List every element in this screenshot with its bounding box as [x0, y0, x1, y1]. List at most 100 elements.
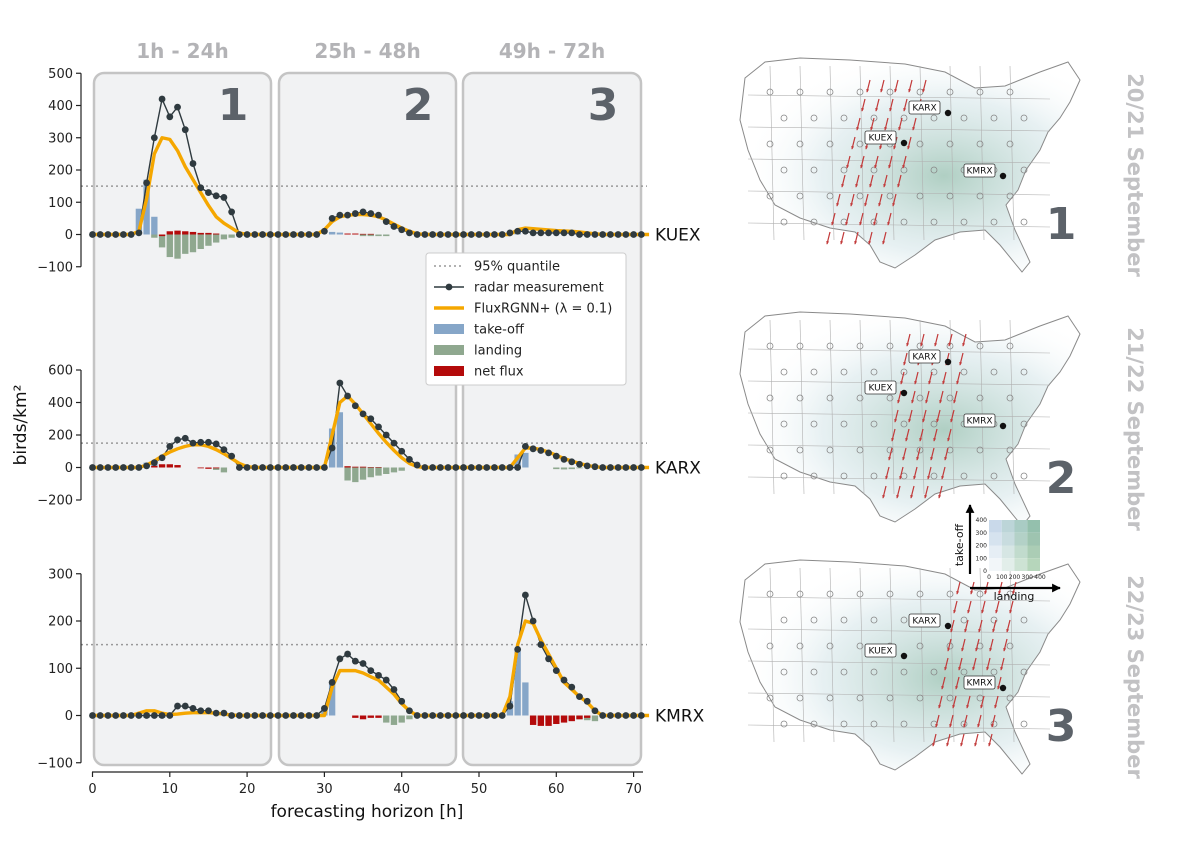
radar-site: [810, 472, 818, 480]
x-tick-label: 60: [548, 782, 565, 797]
radar-site: [1006, 694, 1014, 702]
radar-point: [89, 712, 96, 719]
radar-point: [591, 463, 599, 471]
migration-arrow: [956, 581, 961, 595]
landing-bar: [367, 234, 374, 237]
radar-point: [583, 231, 591, 238]
radar-site: [900, 368, 908, 376]
migration-arrow: [977, 714, 982, 728]
radar-point: [305, 231, 313, 238]
radar-site: [1020, 218, 1028, 226]
radar-point: [89, 231, 96, 238]
radar-point: [282, 712, 290, 719]
colour-legend-cell: [1001, 558, 1015, 571]
netflux-bar: [367, 233, 374, 235]
radar-point: [313, 464, 321, 471]
y-tick-label: 300: [48, 131, 73, 146]
radar-point: [351, 402, 359, 410]
migration-arrow: [906, 333, 911, 347]
y-tick-label: 500: [48, 67, 73, 82]
radar-point: [552, 229, 560, 237]
netflux-bar: [584, 715, 591, 718]
station-tag-kuex: KUEX: [868, 134, 892, 144]
y-tick-label: 100: [48, 662, 73, 677]
y-tick-label: −100: [37, 260, 73, 275]
radar-site: [796, 342, 804, 350]
netflux-bar: [352, 466, 359, 468]
radar-site: [840, 720, 848, 728]
takeoff-bar: [522, 682, 529, 716]
radar-point: [552, 452, 560, 460]
colour-legend-cell: [1027, 545, 1040, 559]
radar-site: [870, 472, 878, 480]
netflux-bar: [197, 232, 204, 235]
y-tick-label: 400: [48, 396, 73, 411]
radar-point: [521, 227, 529, 235]
radar-site: [960, 668, 968, 676]
landing-bar: [158, 234, 166, 248]
radar-site: [840, 616, 848, 624]
map-outline: [739, 559, 1081, 775]
radar-site: [810, 114, 818, 122]
state-border: [747, 222, 1051, 228]
migration-arrow: [953, 390, 958, 404]
migration-arrow: [988, 733, 993, 747]
radar-point: [143, 462, 151, 470]
radar-site: [916, 642, 924, 650]
radar-point: [367, 415, 375, 423]
migration-arrow: [958, 657, 963, 671]
radar-point: [452, 464, 460, 471]
landing-bar: [560, 467, 568, 470]
radar-point: [537, 447, 545, 454]
inset-y-tick: 400: [976, 517, 988, 524]
radar-point: [436, 712, 444, 719]
radar-point: [622, 464, 630, 471]
radar-site: [856, 446, 864, 454]
radar-site: [1006, 192, 1014, 200]
radar-site: [946, 694, 954, 702]
radar-point: [637, 712, 645, 719]
inset-y-tick: 200: [976, 543, 988, 550]
radar-point: [560, 229, 568, 237]
migration-arrow: [846, 155, 851, 169]
radar-point: [212, 709, 220, 717]
radar-point: [436, 464, 444, 471]
migration-arrow: [961, 638, 966, 652]
radar-point: [467, 231, 475, 238]
radar-site: [930, 114, 938, 122]
radar-point: [460, 464, 467, 471]
radar-site: [796, 192, 804, 200]
radar-point: [189, 439, 197, 447]
map-date-3: 22/23 September: [1123, 575, 1147, 779]
radar-point: [158, 712, 166, 719]
migration-arrow: [986, 657, 991, 671]
migration-arrow: [1009, 600, 1014, 614]
radar-site: [780, 616, 788, 624]
station-tag-box: [908, 100, 941, 115]
map-shading: [740, 58, 1080, 272]
radar-site: [976, 140, 984, 148]
map-number-3: 3: [1046, 701, 1077, 752]
radar-point: [150, 134, 158, 142]
migration-arrow: [989, 638, 994, 652]
migration-arrow: [935, 714, 940, 728]
radar-point: [614, 712, 622, 719]
radar-site: [810, 368, 818, 376]
radar-point: [290, 464, 297, 471]
radar-point: [228, 208, 236, 216]
migration-arrow: [885, 466, 890, 480]
radar-site: [916, 140, 924, 148]
migration-arrow: [948, 333, 953, 347]
radar-site: [870, 668, 878, 676]
radar-site: [856, 590, 864, 598]
radar-point: [197, 707, 205, 715]
landing-bar: [197, 234, 204, 250]
radar-point: [630, 231, 637, 238]
radar-point: [576, 231, 583, 238]
radar-site: [780, 668, 788, 676]
radar-site: [900, 616, 908, 624]
subplot-karx: KARX: [81, 379, 701, 483]
netflux-bar: [352, 233, 359, 235]
radar-site: [766, 342, 774, 350]
station-tag-kuex: KUEX: [868, 384, 892, 394]
